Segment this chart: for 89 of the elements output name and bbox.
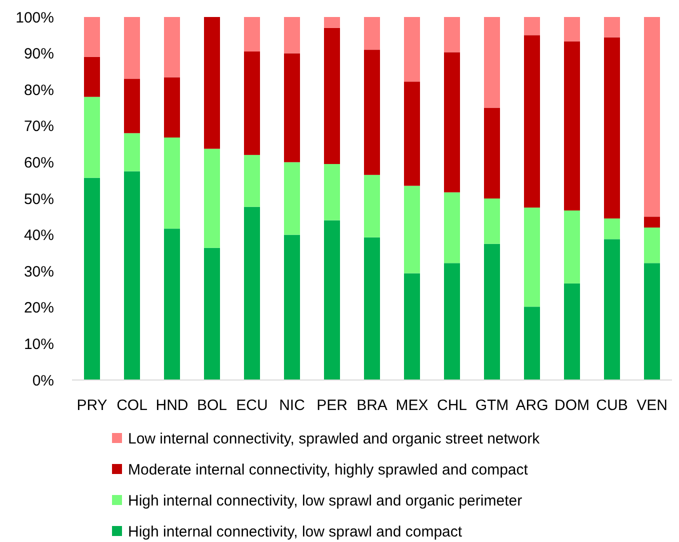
x-tick-label: DOM (554, 397, 590, 414)
bar (284, 53, 300, 162)
x-tick-label: PER (316, 397, 348, 414)
legend-label: High internal connectivity, low sprawl and compact (128, 523, 463, 540)
bar (484, 198, 500, 244)
bar (364, 50, 380, 175)
bar (284, 234, 300, 380)
legend-label: Moderate internal connectivity, highly sprawled and compact (128, 461, 529, 478)
bar (284, 162, 300, 235)
legend-label: High internal connectivity, low sprawl and organic perimeter (128, 492, 522, 510)
bar (444, 17, 460, 52)
bar (244, 17, 260, 52)
bar (164, 77, 180, 138)
x-tick-label: HND (156, 397, 188, 414)
bar (484, 17, 500, 108)
y-tick-label: 70% (24, 118, 54, 136)
bar (244, 51, 260, 155)
x-tick-label: CUB (596, 397, 628, 414)
bar (164, 17, 180, 78)
bar (644, 228, 660, 264)
bar (404, 82, 420, 186)
x-tick-label: NIC (279, 397, 306, 414)
x-tick-label: BRA (356, 397, 388, 414)
bar (444, 263, 460, 380)
bar (364, 17, 380, 50)
bar (324, 164, 340, 220)
bar (564, 41, 580, 210)
bar (364, 237, 380, 380)
bar (564, 210, 580, 284)
bar (484, 108, 500, 198)
bar (604, 17, 620, 38)
bar (204, 148, 220, 248)
bar (84, 96, 100, 178)
bar (84, 17, 100, 57)
bar (644, 17, 660, 217)
y-tick-label: 90% (24, 46, 54, 63)
bar (524, 17, 540, 36)
bar (564, 17, 580, 42)
bar (84, 178, 100, 380)
bar (404, 186, 420, 274)
bar (164, 138, 180, 229)
bar (324, 28, 340, 164)
y-tick-label: 20% (24, 300, 54, 317)
bar (644, 263, 660, 380)
bar (644, 216, 660, 228)
bar (404, 273, 420, 380)
x-tick-label: ECU (236, 397, 268, 414)
bar (124, 78, 140, 134)
y-tick-label: 10% (24, 336, 54, 353)
y-tick-label: 0% (32, 372, 54, 390)
bar (444, 52, 460, 192)
bar (604, 218, 620, 240)
bar (604, 239, 620, 380)
x-tick-label: ARG (516, 397, 548, 414)
bar (524, 35, 540, 208)
x-tick-label: COL (116, 397, 148, 414)
bar (324, 220, 340, 380)
bar (244, 206, 260, 380)
bar (204, 17, 220, 149)
bar (204, 248, 220, 380)
y-tick-label: 40% (24, 227, 54, 244)
x-tick-label: BOL (196, 397, 228, 414)
bar (324, 17, 340, 28)
bar (244, 154, 260, 207)
y-tick-label: 50% (24, 190, 54, 208)
bar (484, 244, 500, 380)
bar (124, 17, 140, 79)
bar (164, 228, 180, 380)
bar (604, 37, 620, 218)
y-tick-label: 30% (24, 263, 54, 280)
y-tick-label: 80% (24, 82, 54, 99)
bar (284, 17, 300, 54)
y-tick-label: 60% (24, 154, 54, 172)
bar (524, 306, 540, 380)
bar (564, 283, 580, 380)
bar (404, 17, 420, 82)
bar (124, 133, 140, 172)
x-tick-label: CHL (436, 397, 468, 414)
y-tick-label: 100% (16, 9, 54, 26)
x-tick-label: VEN (636, 397, 668, 414)
bar (124, 171, 140, 380)
bar (444, 192, 460, 264)
legend-label: Low internal connectivity, sprawled and organic street network (128, 430, 540, 448)
bar (364, 174, 380, 238)
x-tick-label: MEX (396, 397, 428, 414)
bar (84, 56, 100, 97)
x-tick-label: PRY (76, 397, 108, 414)
bar (524, 208, 540, 307)
x-tick-label: GTM (475, 397, 509, 414)
